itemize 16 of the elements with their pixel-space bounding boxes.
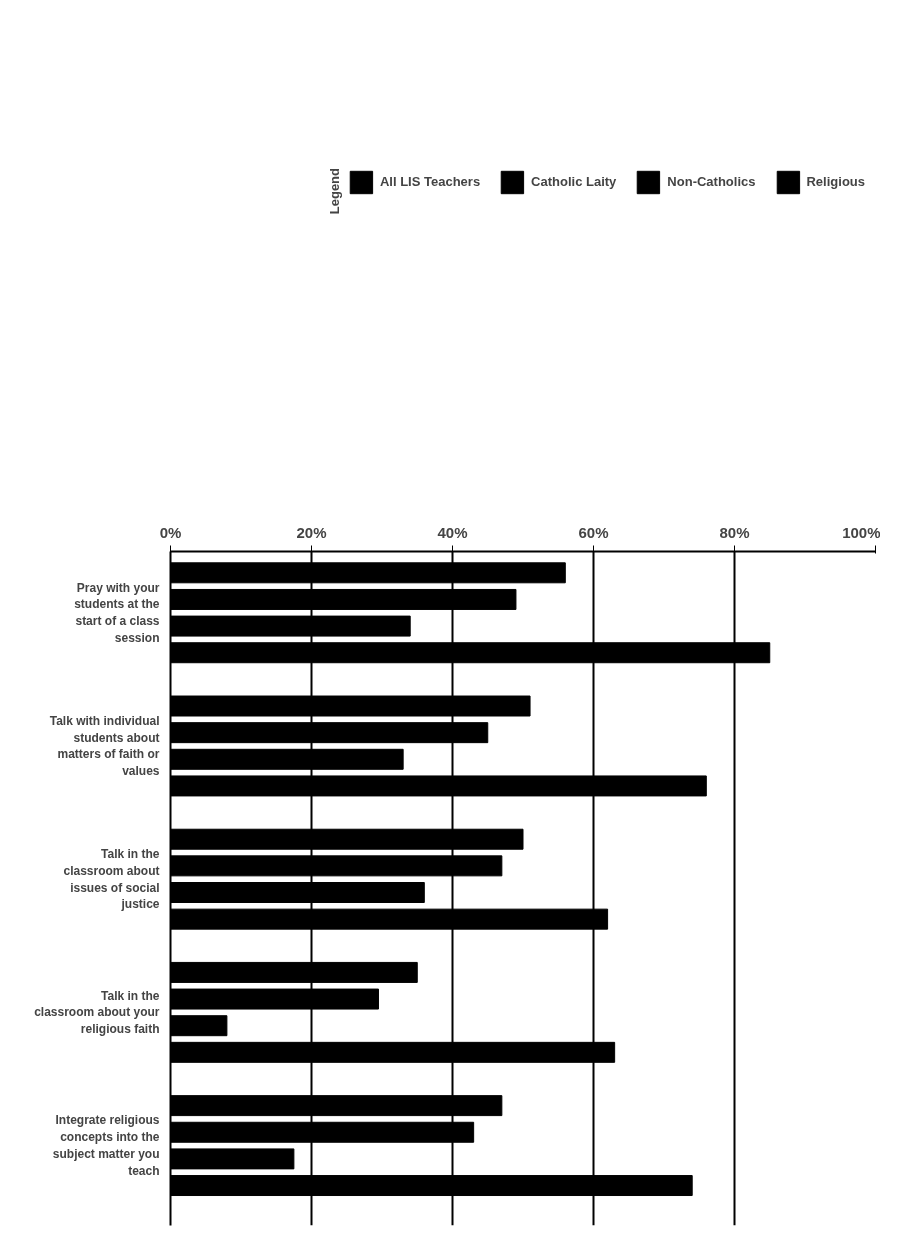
y-tick-label: Talk in the classroom about issues of social justice	[63, 846, 160, 912]
y-tick-label: Integrate religious concepts into the subject matter you teach	[52, 1113, 160, 1178]
x-tick-label: 0%	[159, 523, 182, 541]
legend-label: Non-Catholics	[667, 174, 756, 190]
legend-label: All LIS Teachers	[379, 174, 481, 190]
legend-label: Catholic Laity	[531, 174, 617, 190]
y-tick-label: Talk in the classroom about your religious faith	[34, 988, 160, 1037]
x-tick-label: 40%	[437, 523, 468, 541]
y-tick-label: Pray with your students at the start of a class session	[74, 580, 160, 645]
x-tick-label: 20%	[296, 523, 327, 541]
x-tick-label: 100%	[842, 523, 881, 541]
x-tick-label: 60%	[578, 523, 609, 541]
legend-label: Religious	[806, 174, 865, 190]
legend-title: Legend	[326, 167, 342, 215]
x-tick-label: 80%	[719, 523, 750, 541]
y-tick-label: Talk with individual students about matters of faith or values	[49, 713, 160, 779]
